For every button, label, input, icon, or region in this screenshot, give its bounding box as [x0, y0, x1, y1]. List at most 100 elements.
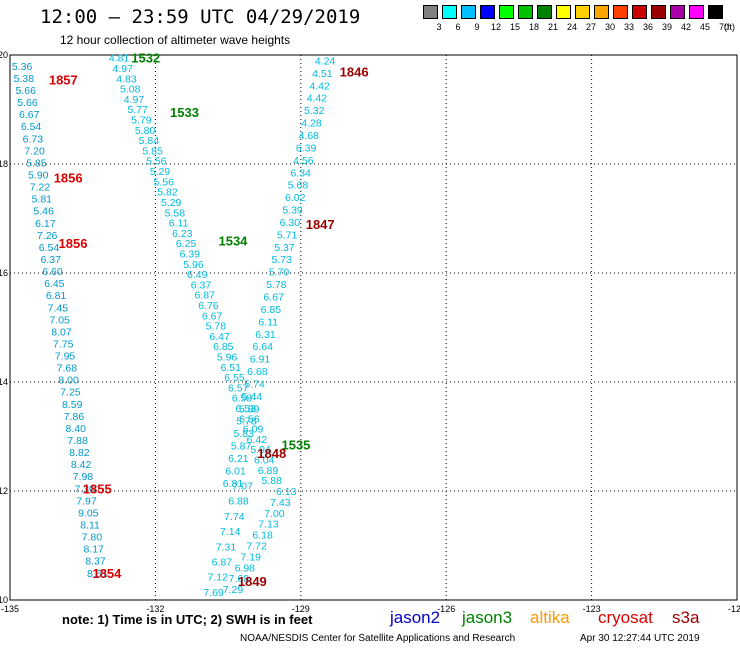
wave-height-label: 5.80: [135, 125, 156, 137]
satellite-jason3: jason3: [462, 608, 513, 627]
wave-height-label: 9.05: [78, 507, 99, 519]
wave-height-label: 6.54: [21, 121, 42, 133]
wave-height-label: 7.69: [203, 587, 224, 599]
footer-date: Apr 30 12:27:44 UTC 2019: [580, 633, 700, 644]
wave-height-label: 5.56: [154, 176, 175, 188]
wave-height-label: 7.07: [232, 481, 253, 493]
wave-height-label: 5.84: [139, 135, 160, 147]
wave-height-label: 6.49: [187, 269, 208, 281]
legend-unit: (ft): [724, 22, 735, 32]
legend-swatch: [480, 5, 495, 19]
wave-height-label: 6.13: [276, 486, 297, 498]
wave-height-label: 6.17: [35, 218, 56, 230]
wave-height-label: 6.56: [239, 413, 260, 425]
wave-height-label: 5.77: [127, 104, 148, 116]
wave-height-label: 6.39: [296, 142, 317, 154]
wave-height-label: 7.05: [49, 314, 70, 326]
wave-height-label: 6.09: [243, 424, 264, 436]
wave-height-label: 7.98: [73, 471, 94, 483]
wave-height-label: 5.78: [266, 279, 287, 291]
x-tick-label: -123: [583, 604, 601, 614]
legend-swatch: [461, 5, 476, 19]
wave-height-label: 8.17: [83, 544, 104, 556]
wave-height-label: 7.43: [270, 497, 291, 509]
wave-height-label: 5.90: [28, 170, 49, 182]
wave-height-label: 8.37: [85, 556, 106, 568]
wave-height-label: 6.25: [176, 238, 197, 250]
wave-height-label: 6.87: [194, 290, 215, 302]
legend-label: 30: [604, 22, 615, 32]
wave-height-label: 6.88: [228, 496, 249, 508]
legend-swatch: [689, 5, 704, 19]
wave-height-label: 4.28: [301, 118, 322, 130]
legend-label: 33: [623, 22, 634, 32]
wave-height-label: 6.30: [280, 217, 301, 229]
wave-height-label: 6.98: [235, 562, 256, 574]
pass-time-label: 1534: [218, 233, 248, 248]
legend-label: 3: [436, 22, 442, 32]
legend-label: 42: [680, 22, 691, 32]
wave-height-label: 5.70: [269, 267, 290, 279]
satellite-cryosat: cryosat: [598, 608, 653, 627]
footer-note: note: 1) Time is in UTC; 2) SWH is in fe…: [62, 612, 313, 627]
wave-height-label: 6.81: [223, 478, 244, 490]
wave-height-label: 4.68: [299, 130, 320, 142]
legend-swatch: [556, 5, 571, 19]
wave-height-label: 7.95: [55, 351, 76, 363]
wave-height-label: 7.45: [48, 302, 69, 314]
wave-height-label: 6.68: [247, 366, 268, 378]
x-tick-label: -120: [728, 604, 740, 614]
wave-height-label: 6.55: [224, 372, 245, 384]
wave-height-label: 7.12: [207, 572, 228, 584]
pass-time-label: 1854: [92, 566, 122, 581]
page-subtitle: 12 hour collection of altimeter wave hei…: [60, 33, 291, 47]
legend-swatch: [651, 5, 666, 19]
wave-height-label: 7.75: [53, 338, 74, 350]
legend-label: 18: [528, 22, 539, 32]
wave-height-label: 7.68: [57, 363, 78, 375]
wave-height-label: 7.13: [258, 519, 279, 531]
wave-height-label: 8.82: [69, 447, 90, 459]
legend-label: 70: [718, 22, 729, 32]
x-tick-label: -132: [146, 604, 164, 614]
wave-height-label: 5.56: [146, 156, 167, 168]
wave-height-label: 6.18: [252, 530, 273, 542]
satellite-jason2: jason2: [390, 608, 441, 627]
wave-height-label: 5.66: [15, 85, 36, 97]
pass-time-label: 1848: [257, 446, 286, 461]
pass-time-label: 1856: [59, 236, 88, 251]
wave-height-label: 7.74: [224, 511, 245, 523]
legend-label: 21: [547, 22, 558, 32]
pass-time-label: 1532: [131, 51, 160, 66]
legend-swatch: [708, 5, 723, 19]
wave-height-label: 6.73: [23, 133, 44, 145]
wave-height-label: 7.25: [60, 387, 81, 399]
wave-height-label: 8.40: [66, 423, 87, 435]
wave-height-label: 6.23: [172, 228, 193, 240]
pass-time-label: 1846: [340, 64, 369, 79]
y-tick-label: 20: [0, 50, 8, 60]
legend-label: 12: [490, 22, 501, 32]
satellite-s3a: s3a: [672, 608, 700, 627]
wave-height-label: 5.96: [183, 259, 204, 271]
wave-height-label: 5.78: [236, 416, 257, 428]
wave-height-label: 7.00: [264, 508, 285, 520]
wave-height-label: 4.97: [113, 63, 134, 75]
wave-height-label: 7.80: [82, 532, 103, 544]
wave-height-label: 5.96: [217, 351, 238, 363]
wave-height-label: 6.67: [19, 109, 40, 121]
legend-swatch: [632, 5, 647, 19]
pass-time-label: 1857: [49, 73, 78, 88]
wave-height-label: 6.02: [285, 192, 306, 204]
wave-height-label: 7.68: [229, 573, 250, 585]
wave-height-label: 6.01: [225, 465, 246, 477]
legend-swatch: [670, 5, 685, 19]
wave-height-label: 5.85: [26, 157, 47, 169]
wave-height-label: 6.51: [221, 362, 242, 374]
wave-height-label: 5.37: [274, 242, 295, 254]
wave-height-label: 5.78: [206, 321, 227, 333]
wave-height-label: 5.46: [33, 206, 54, 218]
wave-height-label: 6.87: [212, 556, 233, 568]
wave-height-label: 5.71: [277, 229, 298, 241]
